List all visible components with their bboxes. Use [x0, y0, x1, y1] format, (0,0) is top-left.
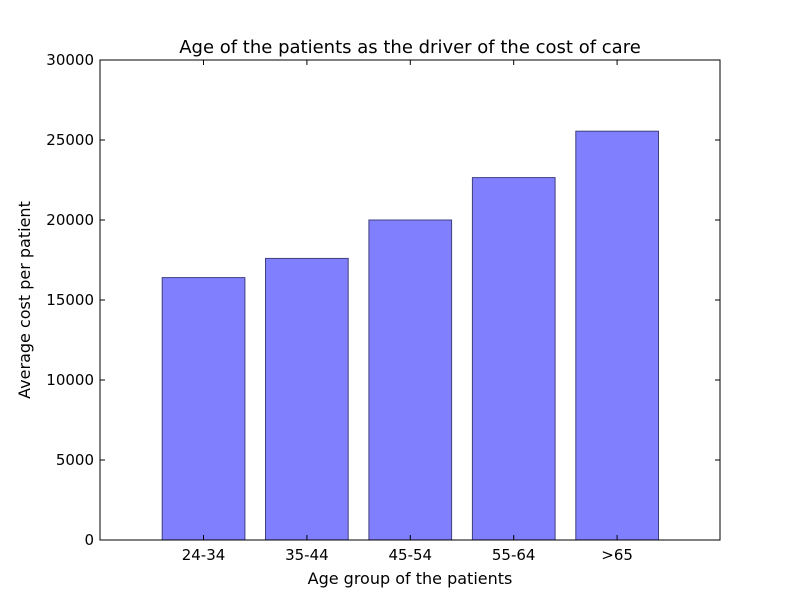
bar-45-54	[368, 219, 453, 541]
x-tick-label: >65	[601, 546, 633, 564]
bars-group	[161, 130, 659, 541]
y-tick-label: 0	[84, 531, 94, 549]
y-tick-label: 5000	[56, 451, 94, 469]
x-tick-label: 55-64	[492, 546, 536, 564]
bar-55-64	[471, 177, 556, 541]
bar-35-44	[265, 257, 349, 541]
x-tick-label: 45-54	[389, 546, 433, 564]
y-tick-label: 30000	[46, 51, 94, 69]
y-tick-label: 25000	[46, 131, 94, 149]
x-tick-label: 35-44	[285, 546, 329, 564]
bar-24-34	[161, 277, 246, 541]
y-tick-label: 20000	[46, 211, 94, 229]
bar->65	[575, 130, 659, 541]
y-tick-label: 10000	[46, 371, 94, 389]
y-tick-label: 15000	[46, 291, 94, 309]
x-axis-label: Age group of the patients	[308, 569, 513, 588]
y-axis-label: Average cost per patient	[15, 201, 34, 399]
x-tick-label: 24-34	[182, 546, 226, 564]
chart-title: Age of the patients as the driver of the…	[179, 37, 641, 58]
y-axis-ticks: 0 5000 10000 15000 20000 25000 30000	[46, 51, 720, 549]
x-axis-ticks: 24-34 35-44 45-54 55-64 >65	[182, 60, 633, 564]
plot-area-frame	[99, 59, 721, 541]
